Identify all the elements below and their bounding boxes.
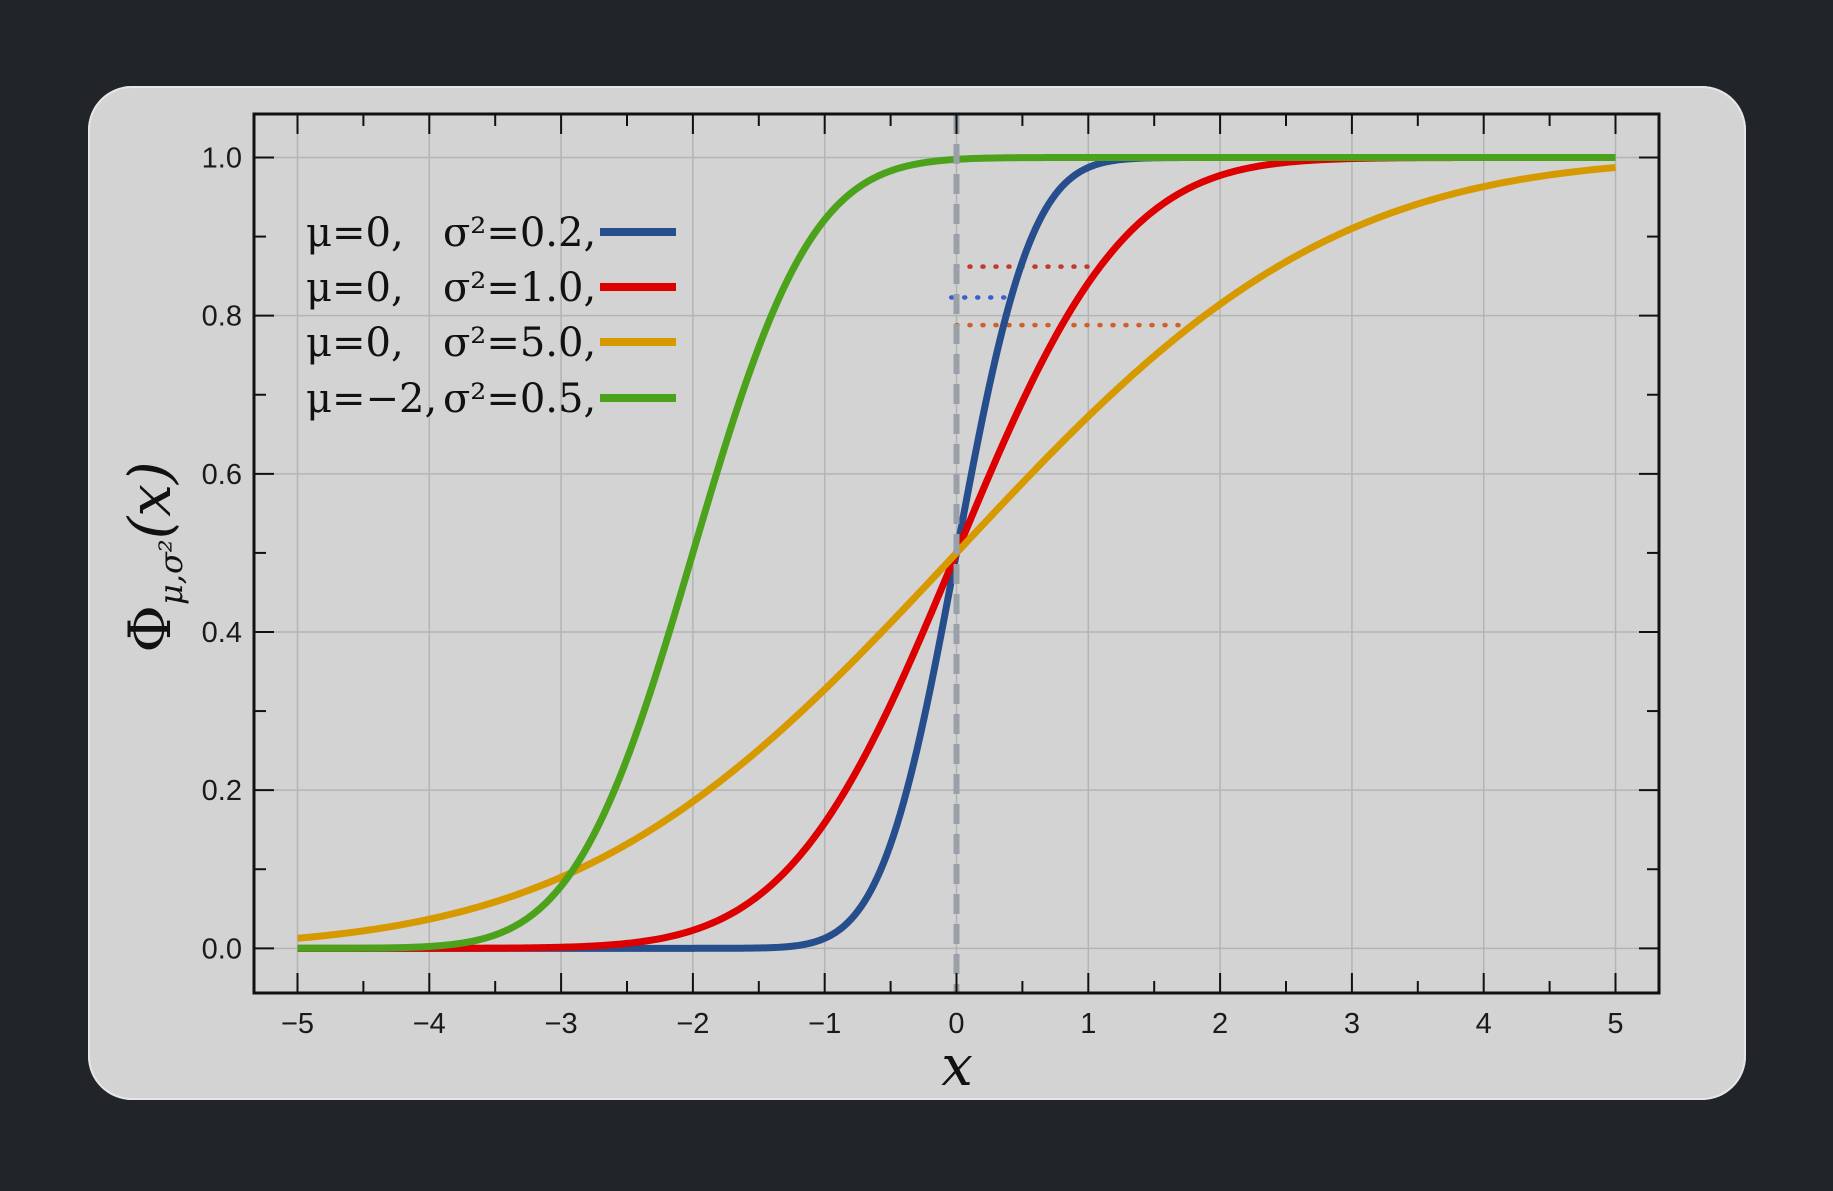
x-tick-label: 4 xyxy=(1476,1008,1492,1040)
y-label-main: Φ xyxy=(116,605,184,653)
legend-variance-label: σ²=0.2, xyxy=(443,210,596,256)
x-tick-label: 2 xyxy=(1212,1008,1228,1040)
legend: μ=0, σ²=0.2, μ=0, σ²=1.0, μ=0, σ²=5.0,μ=−2, σ²… xyxy=(306,210,676,422)
x-tick-label: −5 xyxy=(281,1008,314,1040)
y-tick-label: 1.0 xyxy=(202,142,242,174)
x-tick-label: 3 xyxy=(1344,1008,1360,1040)
legend-mu-label: μ=0, xyxy=(306,210,404,256)
x-tick-label: −4 xyxy=(413,1008,446,1040)
annotations xyxy=(948,114,1194,993)
y-tick-label: 0.0 xyxy=(202,933,242,965)
y-label-arg: (x) xyxy=(116,461,184,539)
x-tick-label: −3 xyxy=(545,1008,578,1040)
y-tick-labels: 0.0 0.2 0.4 0.6 0.8 1.0 xyxy=(202,142,242,965)
x-tick-label: 1 xyxy=(1080,1008,1096,1040)
legend-variance-label: σ²=0.5, xyxy=(443,376,596,422)
legend-variance-label: σ²=5.0, xyxy=(443,320,596,366)
x-tick-label: −2 xyxy=(676,1008,709,1040)
legend-mu-label: μ=−2, xyxy=(306,376,437,422)
x-axis-label: x xyxy=(941,1034,973,1099)
x-tick-label: −1 xyxy=(808,1008,841,1040)
y-tick-label: 0.8 xyxy=(202,301,242,333)
legend-variance-label: σ²=1.0, xyxy=(443,265,596,311)
legend-mu-label: μ=0, xyxy=(306,320,404,366)
y-tick-label: 0.2 xyxy=(202,775,242,807)
y-tick-label: 0.4 xyxy=(202,617,242,649)
y-axis-label: Φμ,σ²(x) xyxy=(116,461,190,652)
svg-text:Φμ,σ²(x): Φμ,σ²(x) xyxy=(116,461,190,652)
x-tick-label: 0 xyxy=(948,1008,964,1040)
y-tick-label: 0.6 xyxy=(202,459,242,491)
legend-mu-label: μ=0, xyxy=(306,265,404,311)
curves xyxy=(297,114,1616,993)
x-tick-labels: −5 −4 −3 −2 −1 0 1 2 3 4 5 xyxy=(281,1008,1624,1040)
y-label-sub: μ,σ² xyxy=(152,539,190,605)
ticks xyxy=(254,114,1659,993)
x-tick-label: 5 xyxy=(1607,1008,1623,1040)
